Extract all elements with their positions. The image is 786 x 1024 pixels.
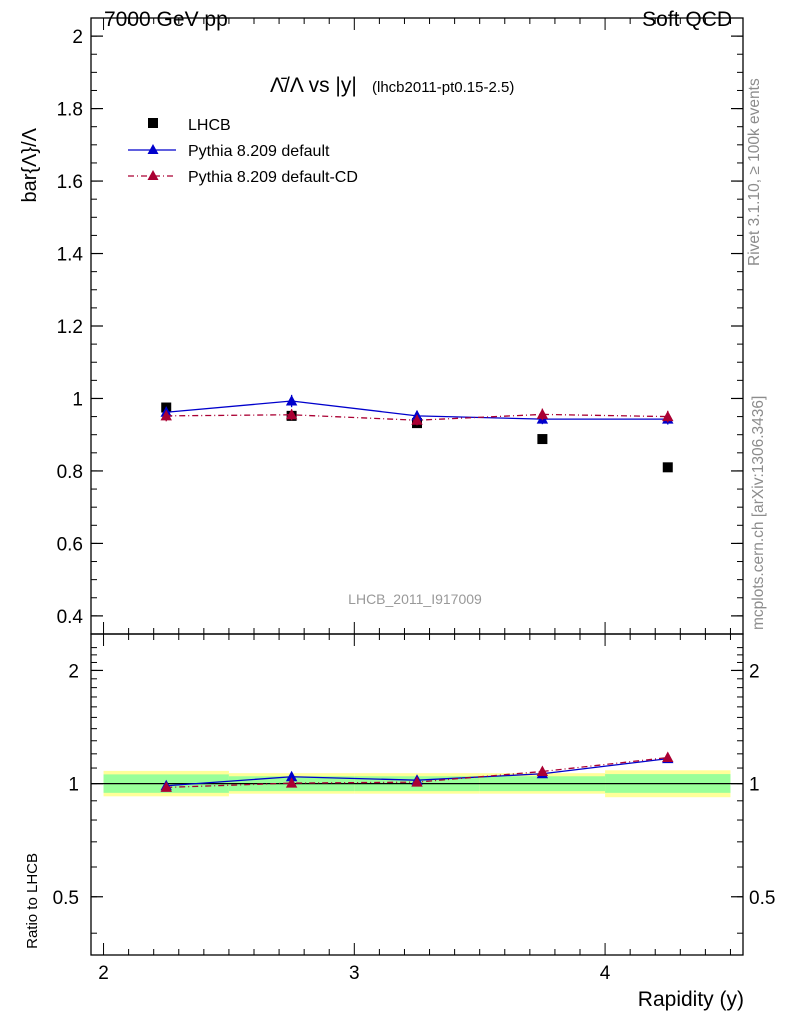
ratio-point-1 <box>536 765 549 776</box>
mc-point-2 <box>536 408 549 419</box>
legend-label-default: Pythia 8.209 default <box>188 143 330 160</box>
x-tick-label: 4 <box>600 963 611 984</box>
legend-marker-lhcb <box>148 118 158 128</box>
top-y-tick-label: 1.2 <box>57 317 83 338</box>
x-tick-label: 3 <box>349 963 360 984</box>
ratio-y-tick-label-right: 2 <box>749 661 760 682</box>
header-left: 7000 GeV pp <box>104 8 228 31</box>
y-axis-label-top: bar{Λ}/Λ <box>19 127 41 202</box>
top-y-tick-label: 1.6 <box>57 172 83 193</box>
data-point-lhcb <box>537 434 548 445</box>
ratio-panel-frame <box>90 633 744 956</box>
ratio-y-tick-label-left: 2 <box>68 661 79 682</box>
ratio-y-tick-label-left: 1 <box>68 775 79 796</box>
ratio-point-0 <box>285 770 298 782</box>
ratio-y-tick-label-left: 0.5 <box>53 888 79 909</box>
ratio-y-tick-label-right: 0.5 <box>749 888 775 909</box>
mc-point-2 <box>160 409 172 421</box>
ratio-point-1 <box>285 777 298 788</box>
watermark: LHCB_2011_I917009 <box>348 591 482 607</box>
legend-marker-default <box>147 144 159 154</box>
ratio-point-1 <box>160 781 172 792</box>
top-y-tick-label: 1.8 <box>57 100 83 121</box>
mc-point-2 <box>662 410 674 422</box>
legend-label-default-cd: Pythia 8.209 default-CD <box>188 169 358 186</box>
top-y-tick-label: 1.4 <box>57 245 84 266</box>
top-panel-frame <box>90 17 744 635</box>
legend: LHCB Pythia 8.209 default Pythia 8.209 d… <box>128 117 358 186</box>
legend-label-lhcb: LHCB <box>188 117 231 134</box>
x-axis-label: Rapidity (y) <box>638 988 744 1011</box>
y-axis-label-ratio: Ratio to LHCB <box>24 853 41 949</box>
plot-title-sub: (lhcb2011-pt0.15-2.5) <box>372 79 514 96</box>
ratio-y-tick-label-right: 1 <box>749 775 760 796</box>
legend-marker-default-cd <box>147 170 159 180</box>
top-y-tick-label: 2 <box>72 27 83 48</box>
ratio-point-1 <box>411 776 423 787</box>
mc-point-1 <box>285 395 298 406</box>
top-y-tick-label: 0.8 <box>57 462 83 483</box>
ratio-point-1 <box>662 751 674 763</box>
top-y-tick-label: 0.4 <box>57 607 84 628</box>
mc-point-2 <box>285 408 298 420</box>
plot-title-main: Λ̄/Λ vs |y| <box>270 74 357 97</box>
top-y-tick-label: 0.6 <box>57 534 83 555</box>
top-y-tick-label: 1 <box>72 389 83 410</box>
data-point-lhcb <box>662 462 673 473</box>
mc-point-2 <box>411 414 423 425</box>
plot-title: Λ̄/Λ vs |y| (lhcb2011-pt0.15-2.5) <box>270 74 514 97</box>
header-right: Soft QCD <box>642 8 732 31</box>
x-tick-label: 2 <box>98 963 109 984</box>
